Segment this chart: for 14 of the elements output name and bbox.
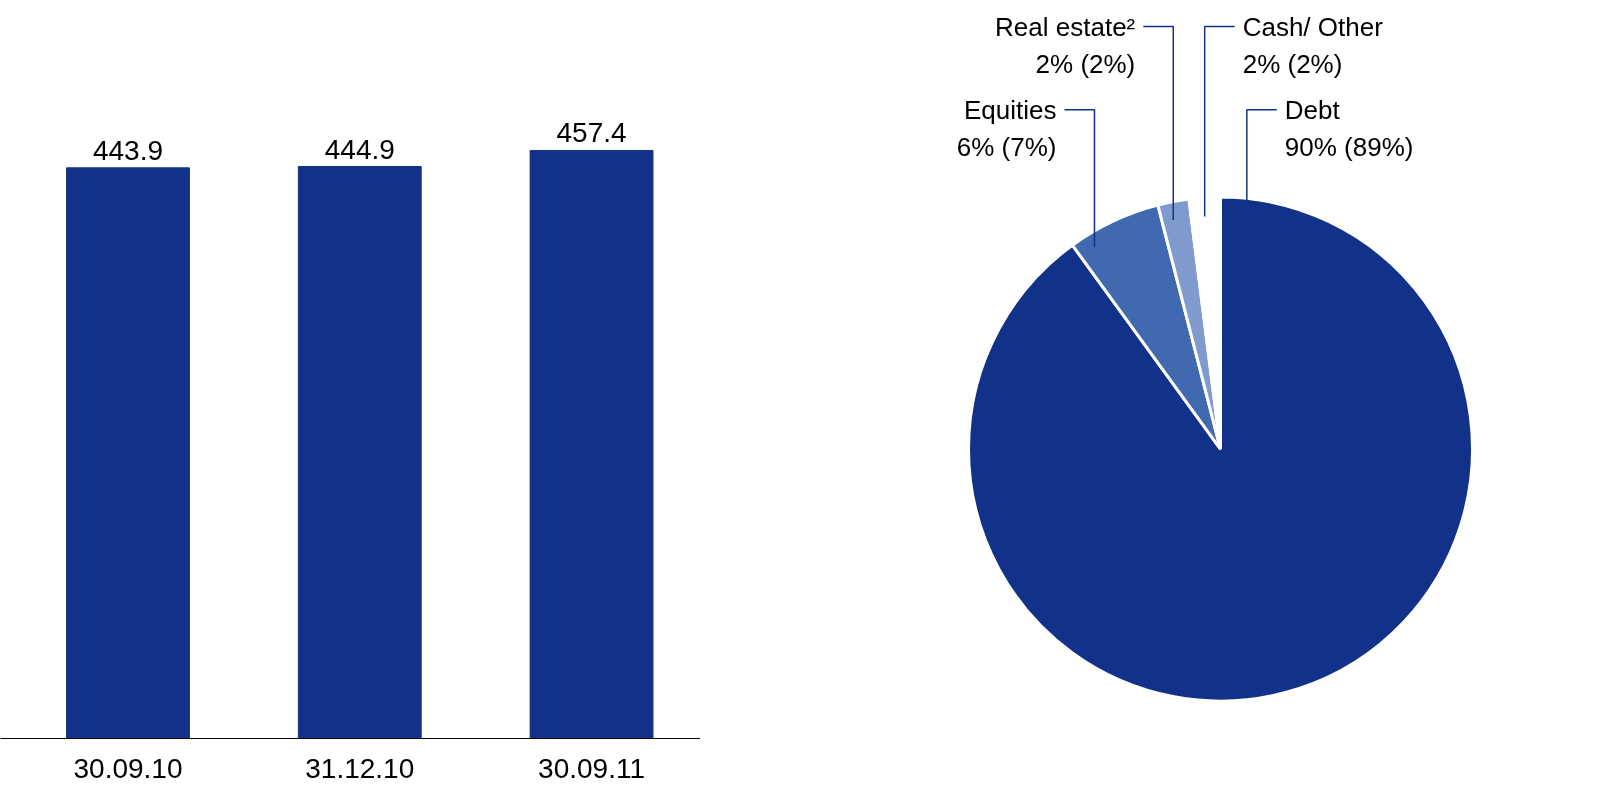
data-label: 90% (89%): [1284, 132, 1414, 163]
data-label: 457.4: [556, 117, 627, 149]
x-tick-label: 30.09.10: [73, 752, 183, 784]
data-label: 6% (7%): [956, 132, 1057, 163]
x-tick-label: 30.09.11: [538, 752, 646, 784]
slice-label: Debt: [1284, 94, 1341, 125]
x-tick-label: 31.12.10: [305, 752, 415, 784]
data-label: 2% (2%): [1035, 49, 1136, 80]
data-label: 444.9: [324, 133, 395, 165]
slice-label: Cash/ Other: [1242, 11, 1384, 42]
slice-label: Equities: [964, 94, 1057, 125]
data-label: 2% (2%): [1242, 49, 1343, 80]
data-label: 443.9: [92, 134, 164, 166]
slice-label: Real estate²: [995, 11, 1136, 42]
